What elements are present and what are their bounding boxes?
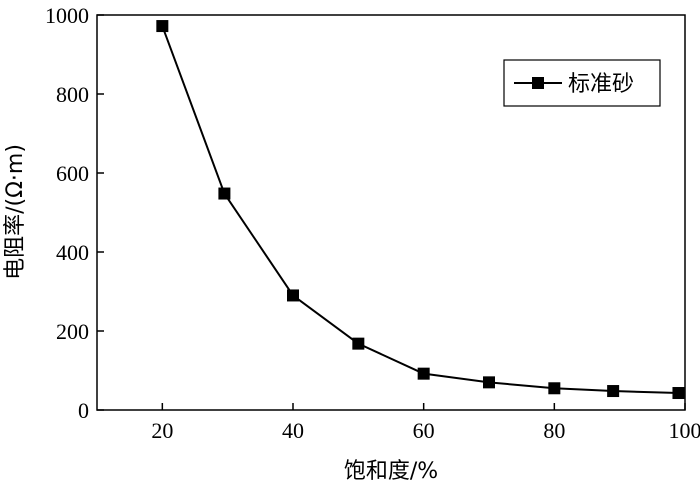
x-tick-label: 40 bbox=[282, 418, 304, 443]
data-point bbox=[483, 376, 495, 389]
data-point bbox=[672, 387, 685, 400]
y-axis: 0 200 400 600 800 1000 bbox=[45, 3, 104, 423]
series-standard-sand bbox=[156, 20, 685, 400]
data-point bbox=[352, 337, 365, 350]
y-tick-label: 1000 bbox=[45, 3, 89, 28]
y-tick-label: 200 bbox=[56, 319, 89, 344]
x-tick-label: 80 bbox=[543, 418, 565, 443]
plot-frame bbox=[96, 14, 686, 411]
x-axis: 20 40 60 80 100 bbox=[151, 403, 700, 443]
legend: 标准砂 bbox=[503, 59, 661, 107]
y-axis-title: 电阻率/(Ω·m) bbox=[3, 144, 28, 280]
data-point bbox=[417, 367, 430, 380]
legend-marker bbox=[532, 77, 544, 89]
data-point bbox=[156, 20, 169, 33]
y-tick-label: 600 bbox=[56, 161, 89, 186]
y-tick-label: 400 bbox=[56, 240, 89, 265]
legend-label: 标准砂 bbox=[568, 72, 634, 97]
x-axis-title: 饱和度/% bbox=[344, 459, 438, 484]
data-point bbox=[548, 382, 561, 395]
data-point bbox=[607, 385, 620, 398]
y-tick-label: 0 bbox=[78, 398, 89, 423]
x-tick-label: 100 bbox=[669, 418, 700, 443]
x-tick-label: 20 bbox=[151, 418, 173, 443]
x-tick-label: 60 bbox=[413, 418, 435, 443]
y-tick-label: 800 bbox=[56, 82, 89, 107]
data-point bbox=[218, 187, 231, 200]
data-point bbox=[287, 289, 299, 302]
